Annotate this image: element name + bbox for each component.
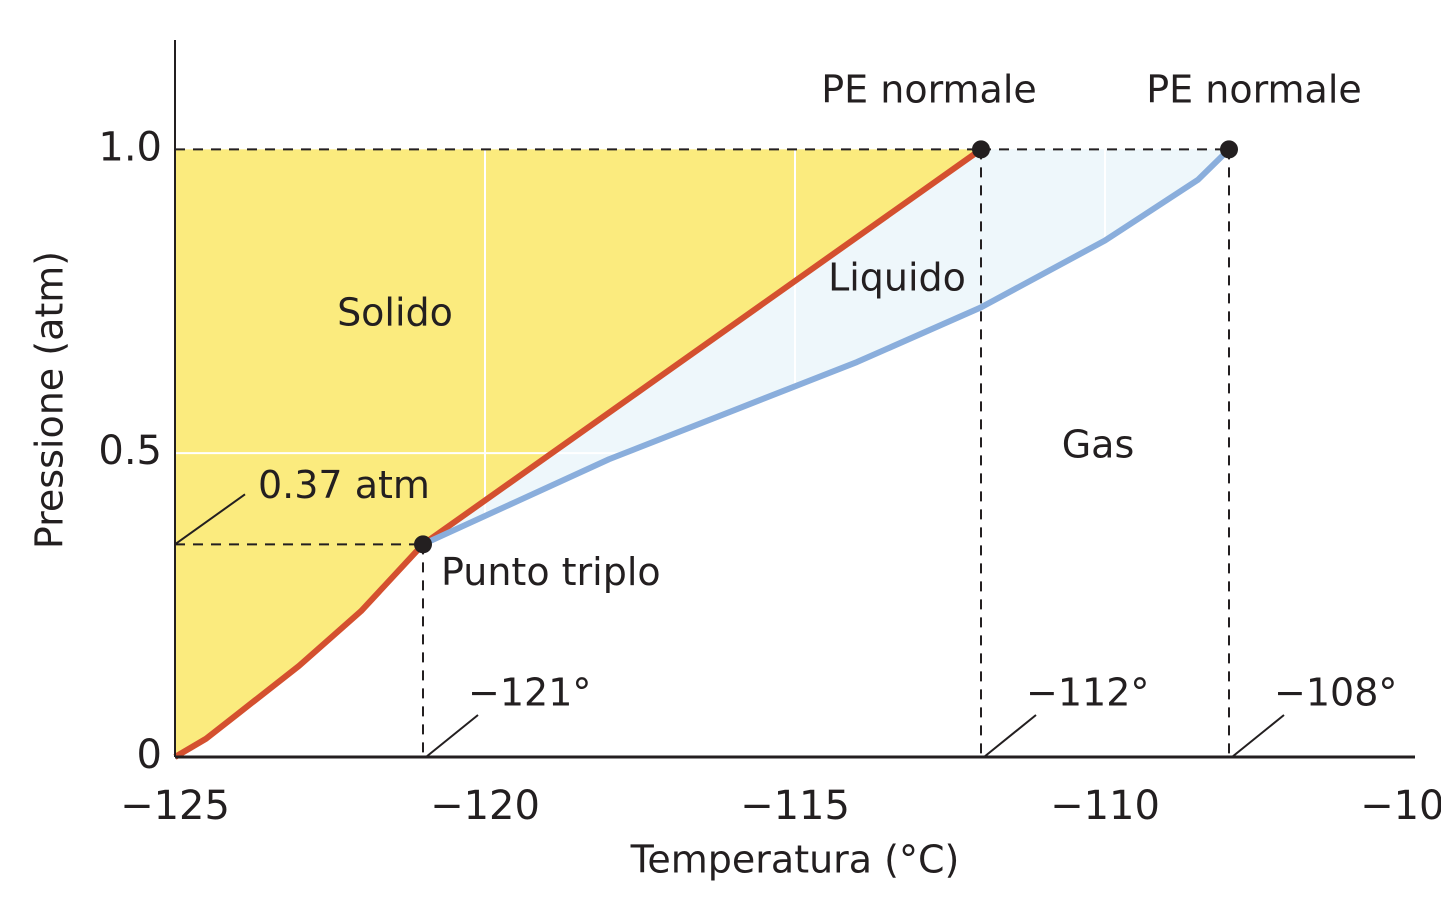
x-tick-label: −115: [740, 783, 850, 829]
pressure-label: 0.37 atm: [258, 463, 430, 507]
y-tick-label: 0.5: [98, 428, 162, 474]
temp-label: −108°: [1274, 671, 1397, 715]
x-tick-label: −125: [120, 783, 230, 829]
temp-label: −121°: [468, 671, 591, 715]
leader-line: [983, 714, 1037, 758]
region-label: Liquido: [828, 256, 966, 300]
y-tick-label: 0: [137, 732, 162, 778]
leader-line: [174, 493, 246, 546]
temp-label: −112°: [1026, 671, 1149, 715]
point: [1220, 140, 1238, 159]
curve: [421, 147, 1232, 548]
region-label: Gas: [1062, 423, 1135, 467]
leader-line: [1231, 714, 1285, 758]
y-tick-label: 1.0: [98, 124, 162, 170]
point-label: PE normale: [1146, 68, 1362, 112]
point: [414, 535, 432, 554]
x-tick-label: −110: [1050, 783, 1160, 829]
x-tick-label: −105: [1360, 783, 1441, 829]
region-label: Solido: [337, 291, 453, 335]
liquid-region: [423, 149, 1229, 545]
point: [972, 140, 990, 159]
point-label: Punto triplo: [441, 550, 661, 594]
point-label: PE normale: [821, 68, 1037, 112]
x-tick-label: −120: [430, 783, 540, 829]
y-axis-title: Pressione (atm): [28, 251, 72, 549]
x-axis-title: Temperatura (°C): [630, 838, 960, 882]
leader-line: [425, 714, 479, 758]
solid-region: [175, 149, 981, 758]
